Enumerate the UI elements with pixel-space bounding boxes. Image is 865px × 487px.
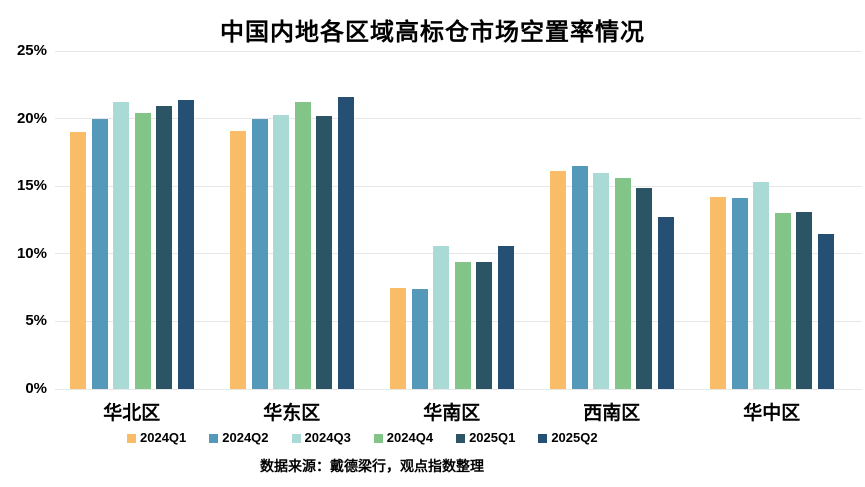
gridline <box>55 388 862 390</box>
legend-label: 2025Q2 <box>551 430 598 445</box>
bar-华中区-2024Q3 <box>753 182 769 389</box>
bar-华北区-2024Q4 <box>134 113 151 389</box>
bar-华北区-2025Q2 <box>177 99 194 389</box>
legend-item-2024Q3: 2024Q3 <box>291 430 351 445</box>
bar-华东区-2024Q2 <box>251 118 268 389</box>
bar-西南区-2024Q1 <box>550 171 566 389</box>
legend-swatch-icon <box>127 433 136 443</box>
legend-item-2024Q1: 2024Q1 <box>127 430 186 445</box>
bar-华东区-2024Q4 <box>294 102 311 389</box>
bar-华东区-2024Q3 <box>273 114 289 389</box>
bar-华中区-2025Q1 <box>796 211 812 389</box>
bar-西南区-2025Q1 <box>636 187 652 389</box>
bar-华北区-2024Q3 <box>113 102 129 389</box>
bar-华南区-2024Q2 <box>411 288 428 389</box>
x-axis-label-华南区: 华南区 <box>423 403 481 424</box>
y-axis-tick-label: 25% <box>16 42 47 59</box>
bar-华北区-2025Q1 <box>156 106 172 389</box>
legend-label: 2024Q3 <box>304 430 351 445</box>
legend-label: 2024Q2 <box>222 430 269 445</box>
bar-西南区-2024Q3 <box>593 172 609 389</box>
bar-西南区-2024Q2 <box>571 165 588 389</box>
legend-swatch-icon <box>456 433 466 443</box>
legend-item-2024Q4: 2024Q4 <box>373 430 434 445</box>
legend-item-2025Q1: 2025Q1 <box>456 430 515 445</box>
bar-华北区-2024Q2 <box>91 118 108 389</box>
y-axis-tick-label: 15% <box>16 177 47 195</box>
legend-swatch-icon <box>291 433 301 443</box>
legend-item-2025Q2: 2025Q2 <box>538 430 598 445</box>
gridline <box>55 185 862 187</box>
bar-华南区-2024Q3 <box>433 245 449 389</box>
bar-华南区-2024Q4 <box>454 261 471 389</box>
legend-label: 2024Q1 <box>140 430 187 445</box>
source-note: 数据来源：戴德梁行，观点指数整理 <box>260 458 484 474</box>
legend: 2024Q1 2024Q2 2024Q3 2024Q4 2025Q1 2025Q2 <box>127 430 598 445</box>
bar-华南区-2025Q2 <box>497 245 514 389</box>
legend-swatch-icon <box>373 433 383 443</box>
bar-华东区-2024Q1 <box>230 130 246 389</box>
gridline <box>55 50 862 52</box>
gridline <box>55 118 862 120</box>
legend-item-2024Q2: 2024Q2 <box>209 430 269 445</box>
bar-华东区-2025Q1 <box>316 115 332 389</box>
bar-华中区-2024Q4 <box>774 213 791 389</box>
bar-华南区-2024Q1 <box>390 287 406 389</box>
bar-华中区-2024Q1 <box>710 197 726 389</box>
legend-swatch-icon <box>209 433 219 443</box>
legend-label: 2024Q4 <box>386 430 434 445</box>
y-axis-tick-label: 20% <box>16 109 47 127</box>
legend-label: 2025Q1 <box>469 430 516 445</box>
bar-华南区-2025Q1 <box>476 261 492 389</box>
bar-华中区-2025Q2 <box>817 233 834 389</box>
chart-title: 中国内地各区域高标仓市场空置率情况 <box>220 19 645 46</box>
y-axis-tick-label: 5% <box>25 312 47 330</box>
gridline <box>55 253 862 255</box>
bar-华中区-2024Q2 <box>731 198 748 389</box>
x-axis-label-西南区: 西南区 <box>583 403 641 424</box>
x-axis-label-华北区: 华北区 <box>103 403 161 424</box>
bar-西南区-2025Q2 <box>657 217 674 389</box>
bar-华北区-2024Q1 <box>70 132 86 389</box>
x-axis-label-华中区: 华中区 <box>743 403 801 424</box>
y-axis-tick-label: 10% <box>16 244 47 262</box>
bar-华东区-2025Q2 <box>337 96 354 389</box>
bar-西南区-2024Q4 <box>614 178 631 389</box>
x-axis-label-华东区: 华东区 <box>263 403 321 424</box>
y-axis-tick-label: 0% <box>25 380 47 397</box>
legend-swatch-icon <box>538 433 548 443</box>
